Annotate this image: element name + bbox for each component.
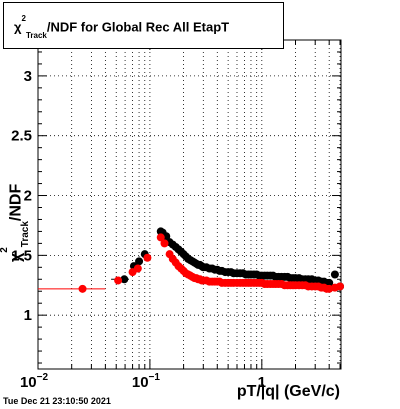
point-black: [330, 270, 339, 279]
point-red: [114, 276, 123, 285]
y-axis-label: χ2Track/NDF: [0, 183, 31, 262]
y-tick-label: 2: [24, 188, 32, 205]
chart-title-box: χ2Track/NDF for Global Rec All EtapT: [3, 2, 284, 49]
point-black: [135, 257, 144, 266]
point-red: [156, 233, 165, 242]
x-tick-label: 10−2: [20, 372, 49, 391]
y-tick-label: 1: [24, 307, 32, 324]
chart-title: χ2Track/NDF for Global Rec All EtapT: [14, 14, 230, 40]
point-black: [325, 278, 334, 287]
point-red: [78, 284, 87, 293]
timestamp: Tue Dec 21 23:10:50 2021: [3, 396, 111, 406]
point-red: [143, 253, 152, 262]
x-tick-label: 10−1: [132, 372, 161, 391]
point-red: [336, 282, 345, 291]
y-tick-label: 2.5: [11, 128, 32, 145]
x-tick-label: 1: [258, 374, 266, 391]
y-tick-label: 1.5: [11, 247, 32, 264]
series-red: [78, 233, 345, 293]
series-black: [120, 227, 345, 291]
y-tick-label: 3: [24, 68, 32, 85]
y-tick-labels: 1 1.5 2 2.5 3: [11, 68, 32, 324]
grid-lines: [37, 40, 341, 369]
x-tick-labels: 10−2 10−1 1: [20, 372, 266, 391]
point-black: [120, 275, 129, 284]
point-red: [160, 239, 169, 248]
x-axis-label: pT/|q| (GeV/c): [236, 383, 340, 400]
point-red: [133, 264, 142, 273]
